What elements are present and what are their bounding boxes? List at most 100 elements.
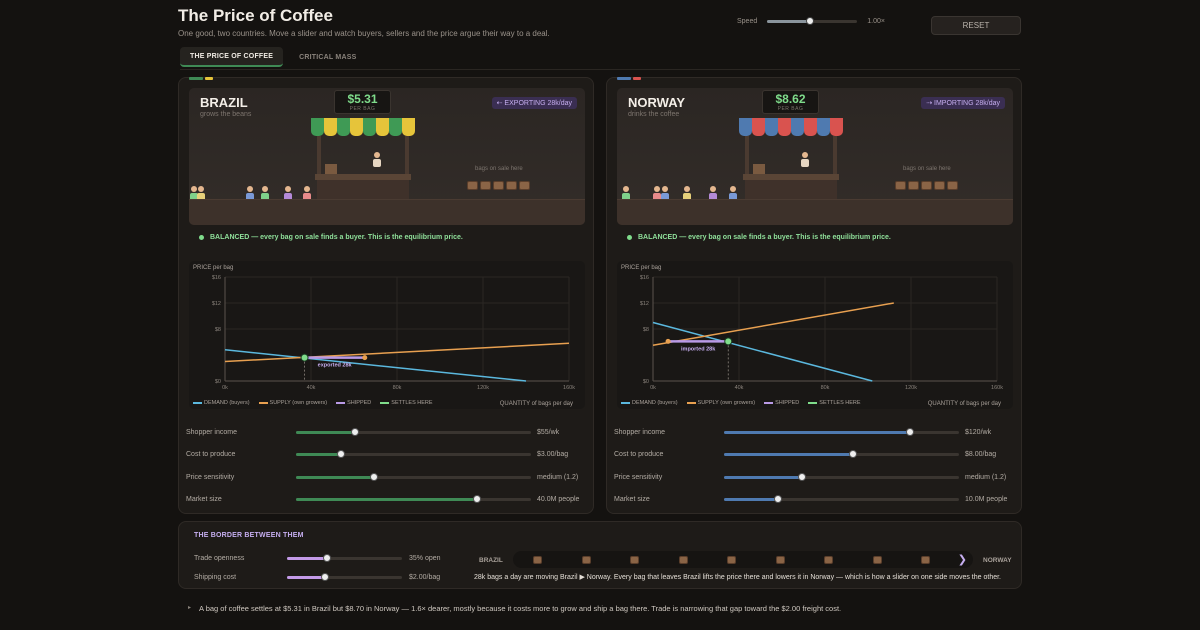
- slider-fill: [296, 498, 477, 502]
- slider-knob[interactable]: [849, 450, 858, 459]
- coffee-bag-icon: [934, 181, 945, 190]
- slider-track[interactable]: [296, 472, 531, 481]
- shipped-label: exported 28k: [318, 363, 353, 369]
- coffee-bag-icon: [467, 181, 478, 190]
- coffee-bag-icon: [872, 556, 882, 564]
- shipping-cost-label: Shipping cost: [194, 574, 237, 581]
- market-stall-icon: [311, 118, 415, 200]
- coffee-bag-icon: [895, 181, 906, 190]
- y-tick-label: $16: [640, 275, 649, 281]
- trade-openness-slider[interactable]: [287, 554, 402, 562]
- border-title: THE BORDER BETWEEN THEM: [194, 532, 304, 539]
- country-name: BRAZIL: [200, 95, 248, 110]
- tab-price-of-coffee[interactable]: THE PRICE OF COFFEE: [180, 47, 284, 67]
- status-text: BALANCED — every bag on sale finds a buy…: [210, 234, 463, 241]
- supply-line: [224, 342, 570, 363]
- x-tick-label: 120k: [477, 385, 489, 391]
- brazil-supply-demand-chart: $16 $12 $8 $0 0k 40k 80k 120k 160k exported 28k P…: [189, 261, 585, 409]
- slider-row: Shopper income $55/wk: [186, 421, 586, 444]
- coffee-bag-icon: [775, 556, 785, 564]
- demand-line: [224, 349, 527, 382]
- slider-knob[interactable]: [774, 495, 783, 504]
- slider-value: medium (1.2): [537, 473, 579, 481]
- slider-track[interactable]: [724, 450, 959, 459]
- trade-openness-fill: [287, 557, 328, 560]
- slider-fill: [296, 475, 374, 479]
- slider-knob[interactable]: [472, 495, 481, 504]
- x-axis-title: QUANTITY of bags per day: [499, 401, 573, 407]
- slider-fill: [724, 453, 854, 457]
- settles-point: [300, 353, 309, 362]
- ground: [189, 199, 585, 225]
- slider-track[interactable]: [724, 472, 959, 481]
- speed-control: Speed 1.00×: [737, 17, 885, 25]
- trade-openness-row: Trade openness 35% open: [194, 554, 441, 562]
- shipping-pipeline: ❯: [513, 551, 973, 568]
- slider-row: Price sensitivity medium (1.2): [614, 466, 1014, 489]
- slider-label: Market size: [186, 496, 222, 504]
- page-subtitle: One good, two countries. Move a slider a…: [178, 29, 550, 38]
- shipping-cost-row: Shipping cost $2.00/bag: [194, 573, 440, 581]
- slider-knob[interactable]: [905, 427, 914, 436]
- reset-button[interactable]: RESET: [931, 16, 1021, 35]
- speed-slider-fill: [767, 20, 811, 23]
- status-dot-icon: [199, 235, 204, 240]
- coffee-bag-icon: [908, 181, 919, 190]
- slider-label: Market size: [614, 496, 650, 504]
- slider-track[interactable]: [296, 450, 531, 459]
- x-axis-title: QUANTITY of bags per day: [927, 401, 1001, 407]
- slider-row: Market size 40.0M people: [186, 489, 586, 512]
- coffee-bag-icon: [581, 556, 591, 564]
- slider-track[interactable]: [724, 495, 959, 504]
- slider-knob[interactable]: [350, 427, 359, 436]
- y-tick-label: $12: [212, 301, 221, 307]
- price-display: $8.62 PER BAG: [762, 90, 819, 114]
- norway-supply-demand-chart: $16 $12 $8 $0 0k 40k 80k 120k 160k imported 28k P…: [617, 261, 1013, 409]
- chart-svg: $16 $12 $8 $00k 40k 80k 120k 160k imported 28k: [640, 275, 1003, 391]
- bags-on-sale: [895, 181, 958, 190]
- legend-settles: SETTLES HERE: [380, 400, 433, 406]
- summary-footnote: ▸ A bag of coffee settles at $5.31 in Br…: [188, 604, 841, 613]
- slider-knob[interactable]: [369, 472, 378, 481]
- pipe-right-label: NORWAY: [983, 557, 1012, 564]
- trade-badge: ⇠ EXPORTING 28k/day: [491, 97, 577, 109]
- slider-label: Price sensitivity: [186, 473, 235, 481]
- slider-value: medium (1.2): [965, 473, 1007, 481]
- pipe-left-label: BRAZIL: [479, 557, 503, 564]
- slider-value: 40.0M people: [537, 496, 580, 504]
- trade-openness-label: Trade openness: [194, 555, 245, 562]
- trade-openness-knob[interactable]: [323, 554, 332, 562]
- y-axis-title: PRICE per bag: [621, 265, 662, 271]
- x-tick-label: 160k: [563, 385, 575, 391]
- bags-on-sale: [467, 181, 530, 190]
- speed-slider[interactable]: [767, 17, 858, 25]
- seller-icon: [801, 152, 809, 167]
- chart-svg: $16 $12 $8 $00k 40k 80k 120k 160k exported 28k: [212, 275, 575, 391]
- shipping-cost-slider[interactable]: [287, 573, 402, 581]
- supply-line: [652, 302, 894, 346]
- bags-label: bags on sale here: [903, 166, 951, 172]
- chart-legend: DEMAND (buyers) SUPPLY (own growers) SHI…: [193, 400, 433, 406]
- slider-track[interactable]: [724, 427, 959, 436]
- slider-row: Price sensitivity medium (1.2): [186, 466, 586, 489]
- country-tagline: drinks the coffee: [628, 111, 680, 118]
- slider-track[interactable]: [296, 495, 531, 504]
- slider-track[interactable]: [296, 427, 531, 436]
- legend-demand: DEMAND (buyers): [621, 400, 678, 406]
- coffee-bag-icon: [727, 556, 736, 564]
- slider-label: Shopper income: [186, 428, 237, 436]
- slider-knob[interactable]: [797, 472, 806, 481]
- speed-slider-knob[interactable]: [806, 17, 815, 25]
- slider-fill: [724, 430, 910, 434]
- x-tick-label: 0k: [222, 385, 228, 391]
- slider-row: Cost to produce $3.00/bag: [186, 444, 586, 467]
- legend-supply: SUPPLY (own growers): [258, 400, 327, 406]
- shipped-label: imported 28k: [681, 346, 716, 352]
- page-title: The Price of Coffee: [178, 6, 333, 25]
- norway-flag-strip: [617, 77, 641, 80]
- price-value: $8.62: [775, 92, 806, 106]
- slider-knob[interactable]: [336, 450, 345, 459]
- slider-label: Shopper income: [614, 428, 665, 436]
- shipping-cost-knob[interactable]: [320, 573, 329, 581]
- tab-critical-mass[interactable]: CRITICAL MASS: [299, 53, 357, 61]
